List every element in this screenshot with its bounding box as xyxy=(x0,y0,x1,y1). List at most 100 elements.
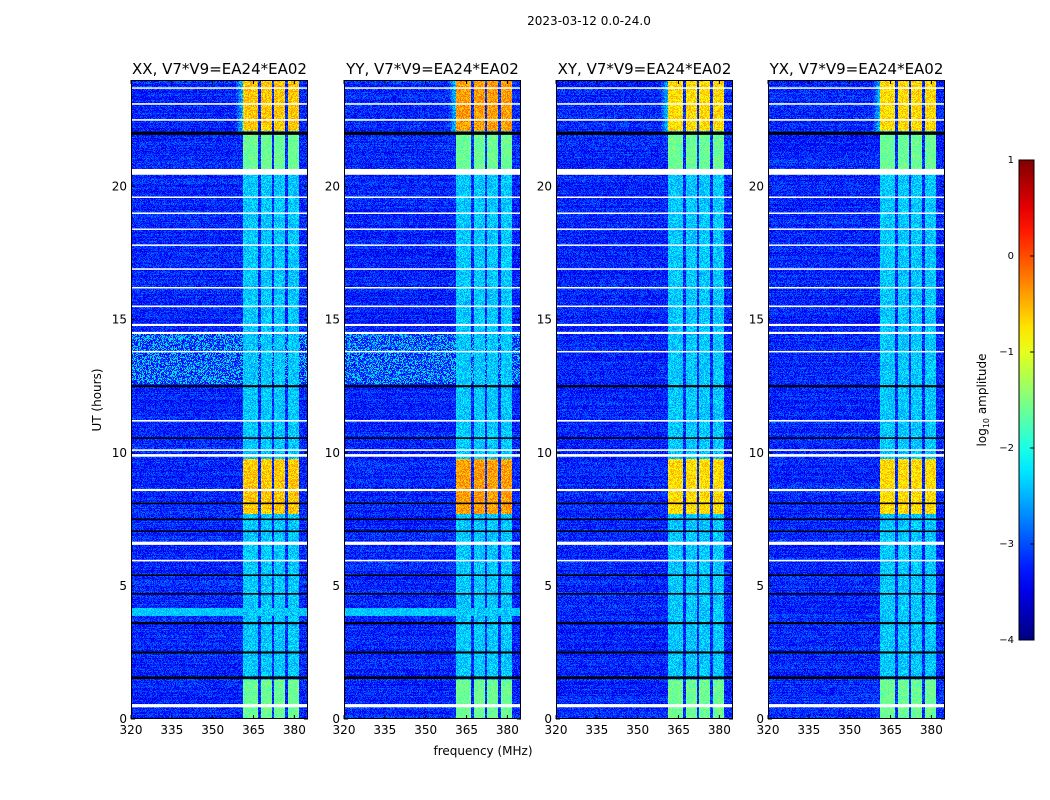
flagged-row xyxy=(131,449,308,451)
x-tick-label: 380 xyxy=(920,723,943,737)
flagged-row xyxy=(344,323,521,327)
panel-title: XX, V7*V9=EA24*EA02 xyxy=(132,60,307,78)
colorbar-tick-label: −4 xyxy=(999,635,1014,646)
flagged-row xyxy=(131,502,308,505)
flagged-row xyxy=(556,119,733,121)
flagged-row xyxy=(131,168,308,175)
flagged-row xyxy=(131,244,308,246)
flagged-row xyxy=(131,559,308,562)
flagged-row xyxy=(768,593,945,595)
flagged-row xyxy=(556,323,733,327)
colorbar-tick-label: −1 xyxy=(999,347,1014,358)
flagged-row xyxy=(556,437,733,439)
x-tick-label: 320 xyxy=(120,723,143,737)
flagged-row xyxy=(768,437,945,439)
flagged-row xyxy=(344,87,521,89)
flagged-row xyxy=(131,331,308,335)
x-tick-label: 365 xyxy=(242,723,265,737)
heatmap-image xyxy=(131,80,308,719)
y-tick-label: 20 xyxy=(112,180,127,194)
x-tick-label: 350 xyxy=(838,723,861,737)
axes-frame xyxy=(344,80,521,719)
flagged-row xyxy=(768,530,945,533)
flagged-row xyxy=(131,385,308,388)
x-tick-label: 380 xyxy=(283,723,306,737)
flagged-row xyxy=(131,454,308,457)
y-tick-label: 0 xyxy=(544,712,552,726)
flagged-row xyxy=(556,454,733,457)
flagged-row xyxy=(344,268,521,270)
y-tick-label: 10 xyxy=(749,446,764,460)
flagged-row xyxy=(768,323,945,327)
flagged-row xyxy=(131,488,308,492)
flagged-row xyxy=(344,559,521,562)
flagged-row xyxy=(131,574,308,577)
flagged-row xyxy=(768,350,945,353)
y-tick-label: 20 xyxy=(325,180,340,194)
flagged-row xyxy=(556,622,733,625)
flagged-row xyxy=(556,168,733,175)
flagged-row xyxy=(768,574,945,577)
flagged-row xyxy=(131,119,308,121)
flagged-row xyxy=(556,676,733,680)
flagged-row xyxy=(131,541,308,545)
panel-yx: YX, V7*V9=EA24*EA02 320 335 350 365 380 0 5 10 15… xyxy=(749,60,945,737)
flagged-row xyxy=(768,119,945,121)
colorbar-tick-label: −2 xyxy=(999,443,1014,454)
flagged-row xyxy=(556,87,733,89)
x-tick-label: 335 xyxy=(160,723,183,737)
flagged-row xyxy=(344,287,521,289)
colorbar-label-part: 10 xyxy=(982,418,991,428)
flagged-row xyxy=(344,228,521,230)
flagged-row xyxy=(344,676,521,680)
flagged-row xyxy=(131,212,308,214)
flagged-row xyxy=(131,131,308,135)
flagged-row xyxy=(344,449,521,451)
colorbar-label-part: log xyxy=(975,428,989,446)
flagged-row xyxy=(556,350,733,353)
heatmap-image xyxy=(768,80,945,719)
flagged-row xyxy=(344,385,521,388)
flagged-row xyxy=(556,268,733,270)
y-tick-label: 0 xyxy=(332,712,340,726)
y-tick-label: 5 xyxy=(756,579,764,593)
heatmap-image xyxy=(344,80,521,719)
flagged-row xyxy=(344,244,521,246)
flagged-row xyxy=(556,502,733,505)
colorbar-label-part: amplitude xyxy=(975,354,989,418)
flagged-row xyxy=(344,454,521,457)
flagged-row xyxy=(556,131,733,135)
flagged-row xyxy=(131,228,308,230)
panel-title: YY, V7*V9=EA24*EA02 xyxy=(345,60,519,78)
y-tick-label: 20 xyxy=(537,180,552,194)
flagged-row xyxy=(344,488,521,492)
flagged-row xyxy=(344,103,521,105)
flagged-row xyxy=(768,651,945,654)
flagged-row xyxy=(768,420,945,422)
flagged-row xyxy=(768,268,945,270)
colorbar-bar xyxy=(1018,159,1035,641)
flagged-row xyxy=(131,593,308,595)
y-tick-label: 5 xyxy=(119,579,127,593)
flagged-row xyxy=(768,454,945,457)
flagged-row xyxy=(556,518,733,521)
colorbar-tick-label: −3 xyxy=(999,539,1014,550)
flagged-row xyxy=(768,541,945,545)
colorbar-tick-label: 0 xyxy=(1008,251,1014,262)
flagged-row xyxy=(768,385,945,388)
flagged-row xyxy=(556,228,733,230)
flagged-row xyxy=(556,574,733,577)
panel-title: YX, V7*V9=EA24*EA02 xyxy=(769,60,944,78)
flagged-row xyxy=(344,119,521,121)
flagged-row xyxy=(344,541,521,545)
flagged-row xyxy=(556,420,733,422)
y-tick-label: 0 xyxy=(119,712,127,726)
flagged-row xyxy=(344,593,521,595)
x-tick-label: 320 xyxy=(545,723,568,737)
y-tick-label: 15 xyxy=(112,313,127,327)
y-axis-label: UT (hours) xyxy=(90,368,104,431)
flagged-row xyxy=(131,268,308,270)
y-tick-label: 10 xyxy=(112,446,127,460)
